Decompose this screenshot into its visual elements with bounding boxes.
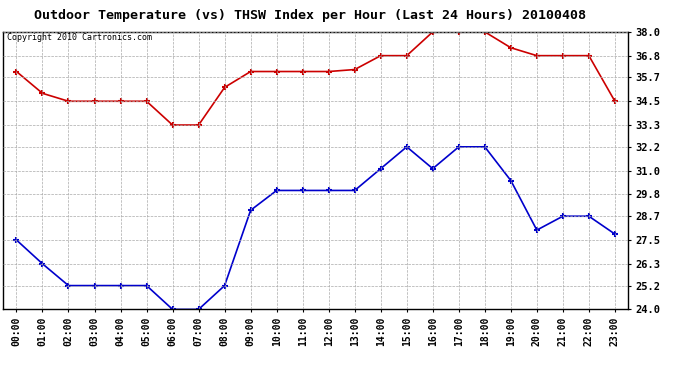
Text: Outdoor Temperature (vs) THSW Index per Hour (Last 24 Hours) 20100408: Outdoor Temperature (vs) THSW Index per … xyxy=(34,9,586,22)
Text: Copyright 2010 Cartronics.com: Copyright 2010 Cartronics.com xyxy=(7,33,152,42)
